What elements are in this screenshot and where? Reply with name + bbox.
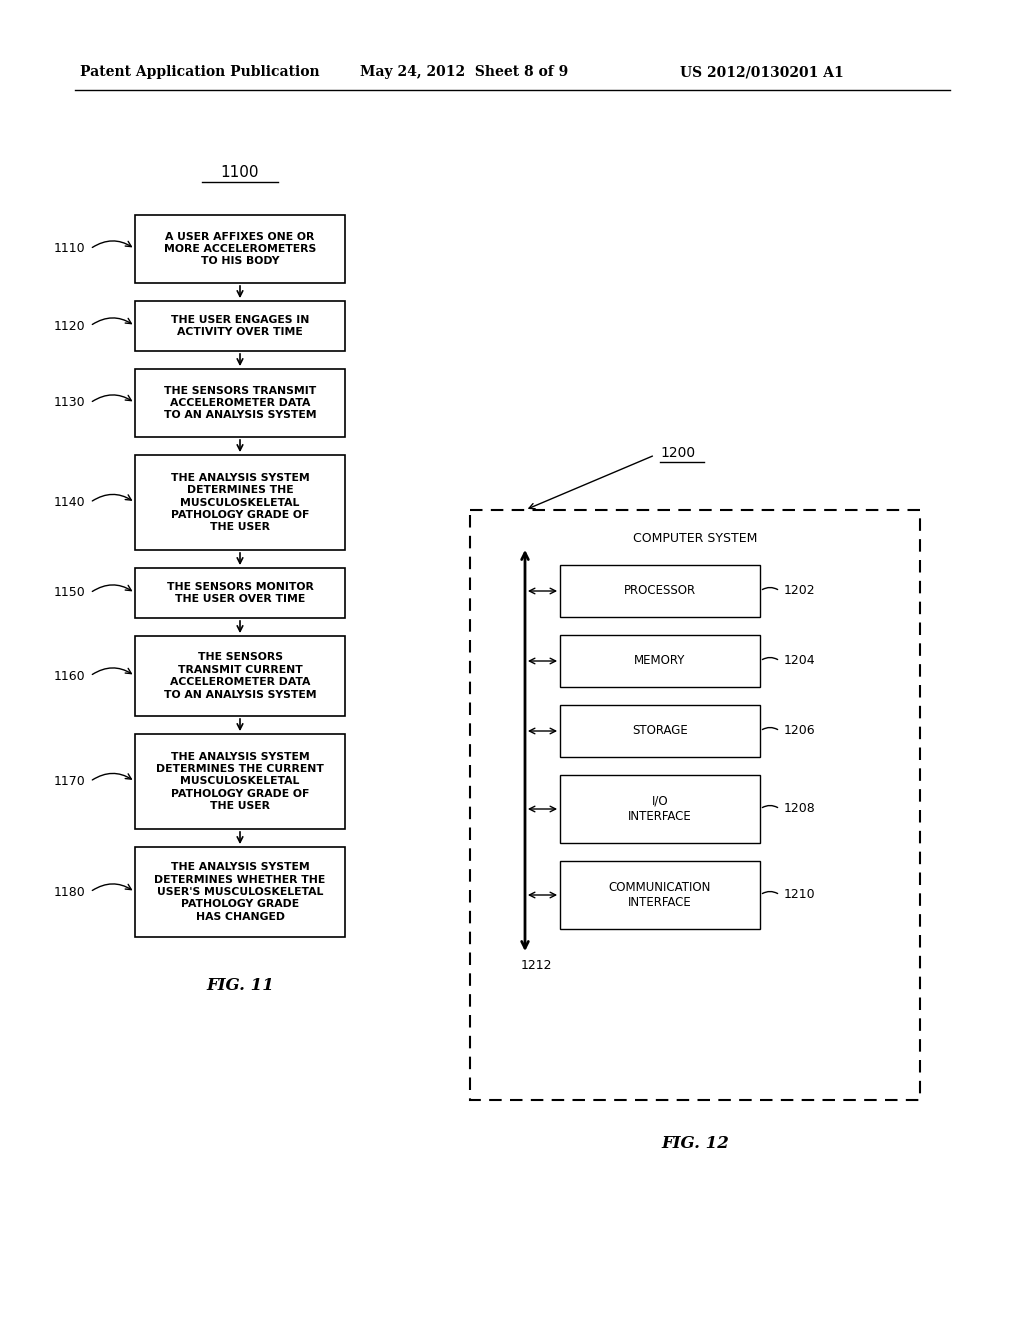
Text: COMMUNICATION
INTERFACE: COMMUNICATION INTERFACE xyxy=(609,880,712,909)
Text: COMPUTER SYSTEM: COMPUTER SYSTEM xyxy=(633,532,757,544)
Text: THE USER ENGAGES IN
ACTIVITY OVER TIME: THE USER ENGAGES IN ACTIVITY OVER TIME xyxy=(171,314,309,337)
Text: 1170: 1170 xyxy=(53,775,85,788)
Text: 1210: 1210 xyxy=(783,888,815,902)
Bar xyxy=(560,705,760,756)
Text: 1130: 1130 xyxy=(53,396,85,409)
Text: THE SENSORS
TRANSMIT CURRENT
ACCELEROMETER DATA
TO AN ANALYSIS SYSTEM: THE SENSORS TRANSMIT CURRENT ACCELEROMET… xyxy=(164,652,316,700)
Bar xyxy=(135,568,345,618)
Text: 1110: 1110 xyxy=(53,243,85,256)
Text: May 24, 2012  Sheet 8 of 9: May 24, 2012 Sheet 8 of 9 xyxy=(360,65,568,79)
Text: 1120: 1120 xyxy=(53,319,85,333)
Bar xyxy=(560,861,760,929)
Text: PROCESSOR: PROCESSOR xyxy=(624,585,696,598)
Text: 1150: 1150 xyxy=(53,586,85,599)
Text: 1140: 1140 xyxy=(53,496,85,510)
Text: STORAGE: STORAGE xyxy=(632,725,688,738)
Bar xyxy=(470,510,920,1100)
Text: THE SENSORS TRANSMIT
ACCELEROMETER DATA
TO AN ANALYSIS SYSTEM: THE SENSORS TRANSMIT ACCELEROMETER DATA … xyxy=(164,385,316,420)
Text: US 2012/0130201 A1: US 2012/0130201 A1 xyxy=(680,65,844,79)
Bar xyxy=(135,636,345,715)
Text: 1208: 1208 xyxy=(783,803,815,816)
Text: 1160: 1160 xyxy=(53,669,85,682)
Bar xyxy=(560,775,760,843)
Bar xyxy=(135,734,345,829)
Bar xyxy=(135,370,345,437)
Text: THE ANALYSIS SYSTEM
DETERMINES WHETHER THE
USER'S MUSCULOSKELETAL
PATHOLOGY GRAD: THE ANALYSIS SYSTEM DETERMINES WHETHER T… xyxy=(155,862,326,921)
Text: THE ANALYSIS SYSTEM
DETERMINES THE
MUSCULOSKELETAL
PATHOLOGY GRADE OF
THE USER: THE ANALYSIS SYSTEM DETERMINES THE MUSCU… xyxy=(171,473,309,532)
Text: MEMORY: MEMORY xyxy=(634,655,686,668)
Text: THE SENSORS MONITOR
THE USER OVER TIME: THE SENSORS MONITOR THE USER OVER TIME xyxy=(167,582,313,605)
Text: 1200: 1200 xyxy=(660,446,695,459)
Bar xyxy=(560,635,760,686)
Text: A USER AFFIXES ONE OR
MORE ACCELEROMETERS
TO HIS BODY: A USER AFFIXES ONE OR MORE ACCELEROMETER… xyxy=(164,231,316,267)
Bar xyxy=(135,215,345,282)
Text: FIG. 12: FIG. 12 xyxy=(662,1135,729,1152)
Text: THE ANALYSIS SYSTEM
DETERMINES THE CURRENT
MUSCULOSKELETAL
PATHOLOGY GRADE OF
TH: THE ANALYSIS SYSTEM DETERMINES THE CURRE… xyxy=(156,751,324,812)
Text: 1180: 1180 xyxy=(53,886,85,899)
Bar xyxy=(135,301,345,351)
Bar xyxy=(135,455,345,550)
Text: FIG. 11: FIG. 11 xyxy=(206,977,274,994)
Bar xyxy=(560,565,760,616)
Text: 1204: 1204 xyxy=(783,655,815,668)
Text: 1206: 1206 xyxy=(783,725,815,738)
Text: 1100: 1100 xyxy=(221,165,259,180)
Bar xyxy=(135,847,345,937)
Text: I/O
INTERFACE: I/O INTERFACE xyxy=(628,795,692,822)
Text: 1202: 1202 xyxy=(783,585,815,598)
Text: 1212: 1212 xyxy=(521,960,553,972)
Text: Patent Application Publication: Patent Application Publication xyxy=(80,65,319,79)
